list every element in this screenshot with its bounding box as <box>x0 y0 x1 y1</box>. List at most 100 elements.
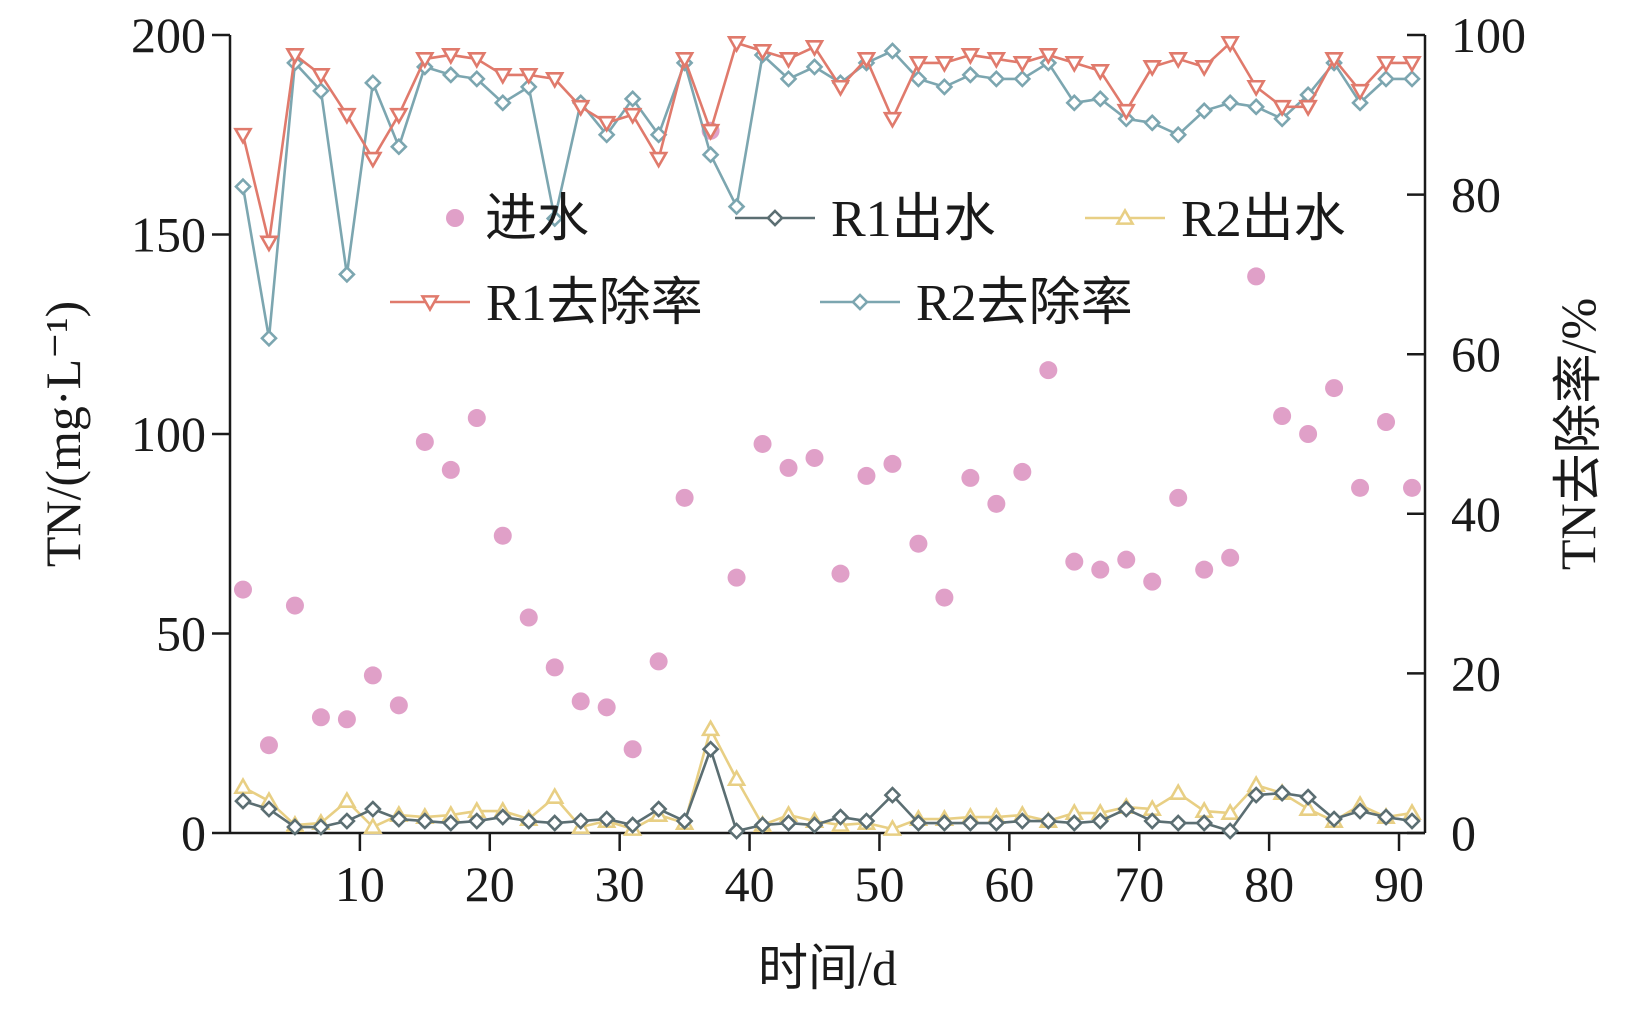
series-4-point <box>493 67 513 86</box>
series-3-point <box>337 790 357 809</box>
series-2-point <box>1299 788 1317 806</box>
series-4-point <box>519 67 539 86</box>
legend-label: R2出水 <box>1181 191 1346 248</box>
series-2-point <box>286 818 304 836</box>
series-2-point <box>987 814 1006 832</box>
series-4-point <box>1402 56 1422 74</box>
y-right-tick-label: 100 <box>1451 7 1526 63</box>
y-right-tick-label: 80 <box>1451 167 1501 223</box>
series-4-point <box>233 127 253 145</box>
series-1-point <box>415 432 434 451</box>
series-4-point <box>285 48 305 66</box>
series-2-point <box>1377 808 1395 826</box>
series-3-point <box>363 816 383 834</box>
series-4-point <box>960 48 981 66</box>
series-2-point <box>857 812 876 830</box>
series-4-point <box>389 107 409 125</box>
series-1-point <box>909 534 928 553</box>
series-2-point <box>779 814 798 832</box>
series-1-point <box>1117 550 1136 569</box>
series-5-line <box>241 49 1413 340</box>
axes: 0 50 100 150 200 0 20 40 60 80 100 10 20 30 40 50 60 70 80… <box>131 7 1526 912</box>
series-4-point <box>311 67 331 86</box>
series-1-point <box>805 448 824 467</box>
series-1-point <box>363 666 382 685</box>
series-5-point <box>623 90 642 108</box>
series-2-point <box>338 812 356 830</box>
legend-item-series-1: 进水 <box>446 191 589 248</box>
series-4-point <box>1298 99 1318 117</box>
series-4-point <box>1038 48 1059 66</box>
series-5-point <box>493 93 512 112</box>
series-4-point <box>934 56 955 74</box>
series-1-point <box>1065 552 1084 571</box>
series-1-point <box>1091 560 1110 579</box>
series-1-point <box>545 658 564 677</box>
series-1-point <box>1351 478 1370 497</box>
series-2-point <box>701 740 720 759</box>
series-2-point <box>623 816 642 834</box>
legend-marker <box>766 209 784 227</box>
series-4-point <box>544 71 565 90</box>
y-left-tick-label: 50 <box>156 606 206 662</box>
series-2-point <box>1039 812 1058 830</box>
series-2-point <box>1013 812 1032 830</box>
series-2-point <box>415 812 434 830</box>
series-1-point <box>1221 548 1240 567</box>
x-tick-label: 90 <box>1374 856 1424 912</box>
series-1-point <box>233 580 252 599</box>
series-5-point <box>779 70 798 88</box>
series-1-point <box>623 740 642 759</box>
series-1-point <box>259 736 278 755</box>
series-4-point <box>726 36 747 54</box>
series-5-point <box>805 58 824 76</box>
legend-label: R1去除率 <box>486 275 703 332</box>
series-5-point <box>701 145 720 164</box>
y-right-tick-label: 40 <box>1451 486 1501 542</box>
series-1-point <box>727 568 746 587</box>
series-1-point <box>571 692 590 711</box>
series-3-line <box>242 727 1413 831</box>
series-2-point <box>1247 786 1265 804</box>
series-4-point <box>1090 63 1111 82</box>
series-5-point <box>364 74 382 92</box>
series-5-point <box>519 78 538 96</box>
series-2-point <box>545 814 564 832</box>
series-1-point <box>883 454 902 473</box>
series-2-point <box>753 816 772 834</box>
series-4-point <box>1116 103 1136 121</box>
series-2-point <box>727 822 746 840</box>
series-2-point <box>571 812 590 830</box>
series-4-point <box>1142 59 1162 78</box>
series-4-point <box>1194 59 1214 78</box>
series-4-point <box>622 107 643 125</box>
series-2-point <box>675 812 694 830</box>
series-2-point <box>1195 814 1214 832</box>
series-5-point <box>987 70 1006 88</box>
series-1-point <box>753 434 772 453</box>
series-5-point <box>649 125 668 144</box>
series-5-point <box>1195 101 1214 120</box>
series-5-point <box>467 70 486 88</box>
series-4-point <box>441 48 461 66</box>
legend-label: R2去除率 <box>916 275 1133 332</box>
series-2-point <box>260 800 278 818</box>
series-5-point <box>727 197 746 216</box>
legend-marker <box>420 295 440 313</box>
series-5-point <box>1351 93 1369 112</box>
x-tick-label: 60 <box>984 856 1034 912</box>
series-2-point <box>883 786 902 804</box>
series-2-point <box>1325 810 1343 828</box>
series-4-point <box>570 99 591 117</box>
series-1-point <box>649 652 668 671</box>
series-4-point <box>856 52 877 70</box>
series-1-point <box>285 596 304 615</box>
series-2-point <box>805 816 824 834</box>
series-5-point <box>1091 90 1110 108</box>
series-1-point <box>1325 379 1344 398</box>
series-4-point <box>337 107 357 125</box>
series-5-point <box>961 66 980 84</box>
series-5-point <box>1403 70 1421 88</box>
legend: 进水 R1出水 R2出水 R1去除率 R2去除率 <box>390 191 1346 332</box>
series-3-point <box>1220 802 1240 820</box>
